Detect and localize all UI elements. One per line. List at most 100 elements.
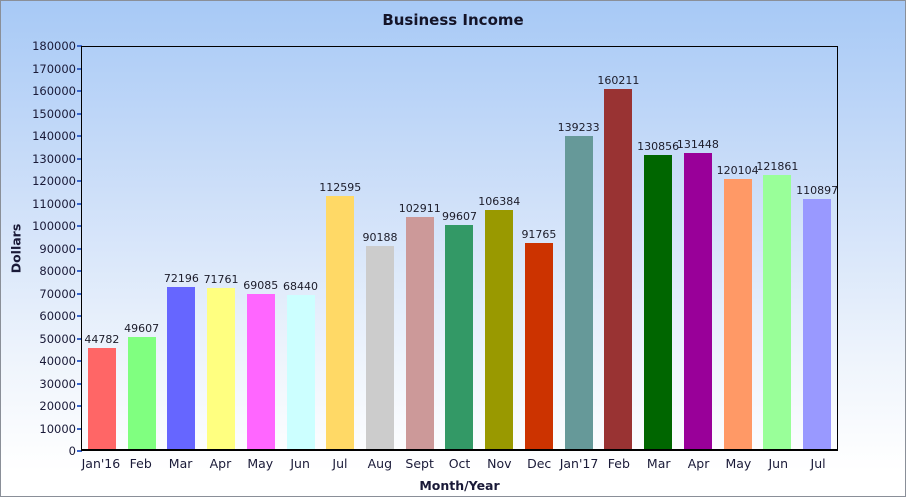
y-tick-mark bbox=[77, 315, 82, 317]
y-tick-label: 60000 bbox=[39, 309, 76, 323]
y-tick-label: 140000 bbox=[32, 129, 76, 143]
y-tick-label: 120000 bbox=[32, 174, 76, 188]
y-tick-mark bbox=[77, 157, 82, 160]
x-tick-label: Nov bbox=[487, 456, 512, 471]
bar-slot: 68440 bbox=[281, 47, 321, 449]
bar-value-label: 44782 bbox=[84, 333, 120, 346]
bar-slot: 112595 bbox=[319, 47, 362, 449]
bar-value-label: 131448 bbox=[676, 138, 719, 151]
bar bbox=[326, 196, 355, 449]
y-tick-mark bbox=[77, 450, 82, 452]
bar-value-label: 121861 bbox=[756, 160, 799, 173]
bar-value-label: 69085 bbox=[243, 279, 279, 292]
plot-area: 44782 49607 72196 71761 69085 68440 112595 9018… bbox=[81, 46, 838, 451]
y-tick-label: 20000 bbox=[39, 399, 76, 413]
y-tick-label: 50000 bbox=[39, 331, 76, 346]
bar bbox=[246, 294, 275, 449]
y-tick-label: 40000 bbox=[39, 354, 76, 368]
bar bbox=[286, 295, 315, 449]
y-tick-label: 70000 bbox=[39, 286, 76, 301]
x-tick-label: Feb bbox=[607, 456, 630, 471]
bar bbox=[763, 175, 792, 449]
x-axis-title: Month/Year bbox=[419, 478, 500, 493]
bar-slot: 49607 bbox=[122, 47, 162, 449]
bar-slot: 120104 bbox=[717, 47, 759, 449]
bar bbox=[405, 217, 434, 449]
y-tick-mark bbox=[77, 292, 82, 295]
bar-value-label: 139233 bbox=[557, 121, 600, 134]
bar bbox=[366, 246, 394, 449]
bar-value-label: 112595 bbox=[319, 181, 362, 194]
y-tick-mark bbox=[77, 180, 82, 182]
y-tick-mark bbox=[77, 112, 82, 115]
x-tick-label: Jun bbox=[290, 456, 310, 471]
x-tick-label: Sept bbox=[405, 456, 434, 471]
bar-value-label: 91765 bbox=[521, 228, 557, 241]
bar bbox=[167, 287, 196, 449]
bar bbox=[485, 210, 514, 449]
x-tick-label: Jul bbox=[810, 456, 826, 471]
bar-value-label: 102911 bbox=[398, 202, 441, 215]
bar-slot: 44782 bbox=[82, 47, 122, 449]
bar-slot: 91765 bbox=[519, 47, 559, 449]
x-tick-label: May bbox=[247, 456, 274, 471]
y-tick-mark bbox=[77, 270, 82, 272]
bar bbox=[127, 337, 156, 449]
x-tick-label: Oct bbox=[448, 456, 471, 471]
x-tick-label: Apr bbox=[687, 456, 710, 471]
bar-slot: 102911 bbox=[398, 47, 441, 449]
y-tick-label: 160000 bbox=[32, 84, 76, 98]
y-tick-mark bbox=[77, 225, 82, 227]
y-tick-label: 180000 bbox=[32, 39, 76, 53]
bar-slot: 90188 bbox=[360, 47, 400, 449]
bars-row: 44782 49607 72196 71761 69085 68440 112595 9018… bbox=[82, 47, 839, 449]
x-tick-label: Dec bbox=[527, 456, 552, 471]
y-tick-mark bbox=[77, 67, 82, 70]
bar-slot: 131448 bbox=[676, 47, 719, 449]
bar-value-label: 49607 bbox=[124, 322, 160, 335]
bar-value-label: 160211 bbox=[597, 74, 640, 87]
y-tick-mark bbox=[77, 90, 82, 92]
bar bbox=[445, 225, 474, 449]
bar-value-label: 110897 bbox=[796, 184, 839, 197]
bar-slot: 160211 bbox=[597, 47, 640, 449]
bar-slot: 130856 bbox=[637, 47, 680, 449]
y-tick-mark bbox=[77, 45, 82, 47]
x-tick-label: Jun bbox=[768, 456, 788, 471]
bar-slot: 121861 bbox=[756, 47, 799, 449]
y-tick-label: 100000 bbox=[32, 219, 76, 233]
bar-value-label: 130856 bbox=[637, 140, 680, 153]
bar bbox=[644, 155, 673, 449]
y-tick-label: 80000 bbox=[39, 264, 76, 278]
bar-value-label: 99607 bbox=[441, 210, 477, 223]
y-tick-label: 10000 bbox=[39, 421, 76, 436]
bar bbox=[723, 179, 752, 449]
y-tick-mark bbox=[77, 360, 82, 362]
chart-title: Business Income bbox=[382, 11, 524, 29]
x-tick-label: Mar bbox=[168, 456, 193, 471]
y-tick-mark bbox=[77, 135, 82, 137]
y-tick-label: 90000 bbox=[39, 241, 76, 256]
y-axis-title: Dollars bbox=[8, 223, 24, 274]
y-tick-mark bbox=[77, 382, 82, 385]
y-tick-mark bbox=[77, 202, 82, 205]
x-tick-label: Jul bbox=[332, 456, 348, 471]
y-tick-label: 170000 bbox=[32, 61, 76, 76]
x-tick-label: Aug bbox=[367, 456, 393, 471]
bar bbox=[604, 89, 633, 449]
bar-slot: 72196 bbox=[161, 47, 201, 449]
x-tick-label: Feb bbox=[129, 456, 152, 471]
bar bbox=[524, 243, 553, 449]
x-tick-label: Jan'17 bbox=[559, 456, 599, 471]
bar-value-label: 72196 bbox=[163, 272, 199, 285]
bar-value-label: 68440 bbox=[283, 280, 319, 293]
bar-value-label: 106384 bbox=[478, 195, 521, 208]
y-tick-mark bbox=[77, 337, 82, 340]
bar-slot: 71761 bbox=[201, 47, 241, 449]
x-tick-label: Apr bbox=[209, 456, 232, 471]
y-tick-label: 150000 bbox=[32, 106, 76, 121]
y-tick-label: 130000 bbox=[32, 151, 76, 166]
bar-slot: 110897 bbox=[796, 47, 839, 449]
x-tick-label: Jan'16 bbox=[81, 456, 121, 471]
